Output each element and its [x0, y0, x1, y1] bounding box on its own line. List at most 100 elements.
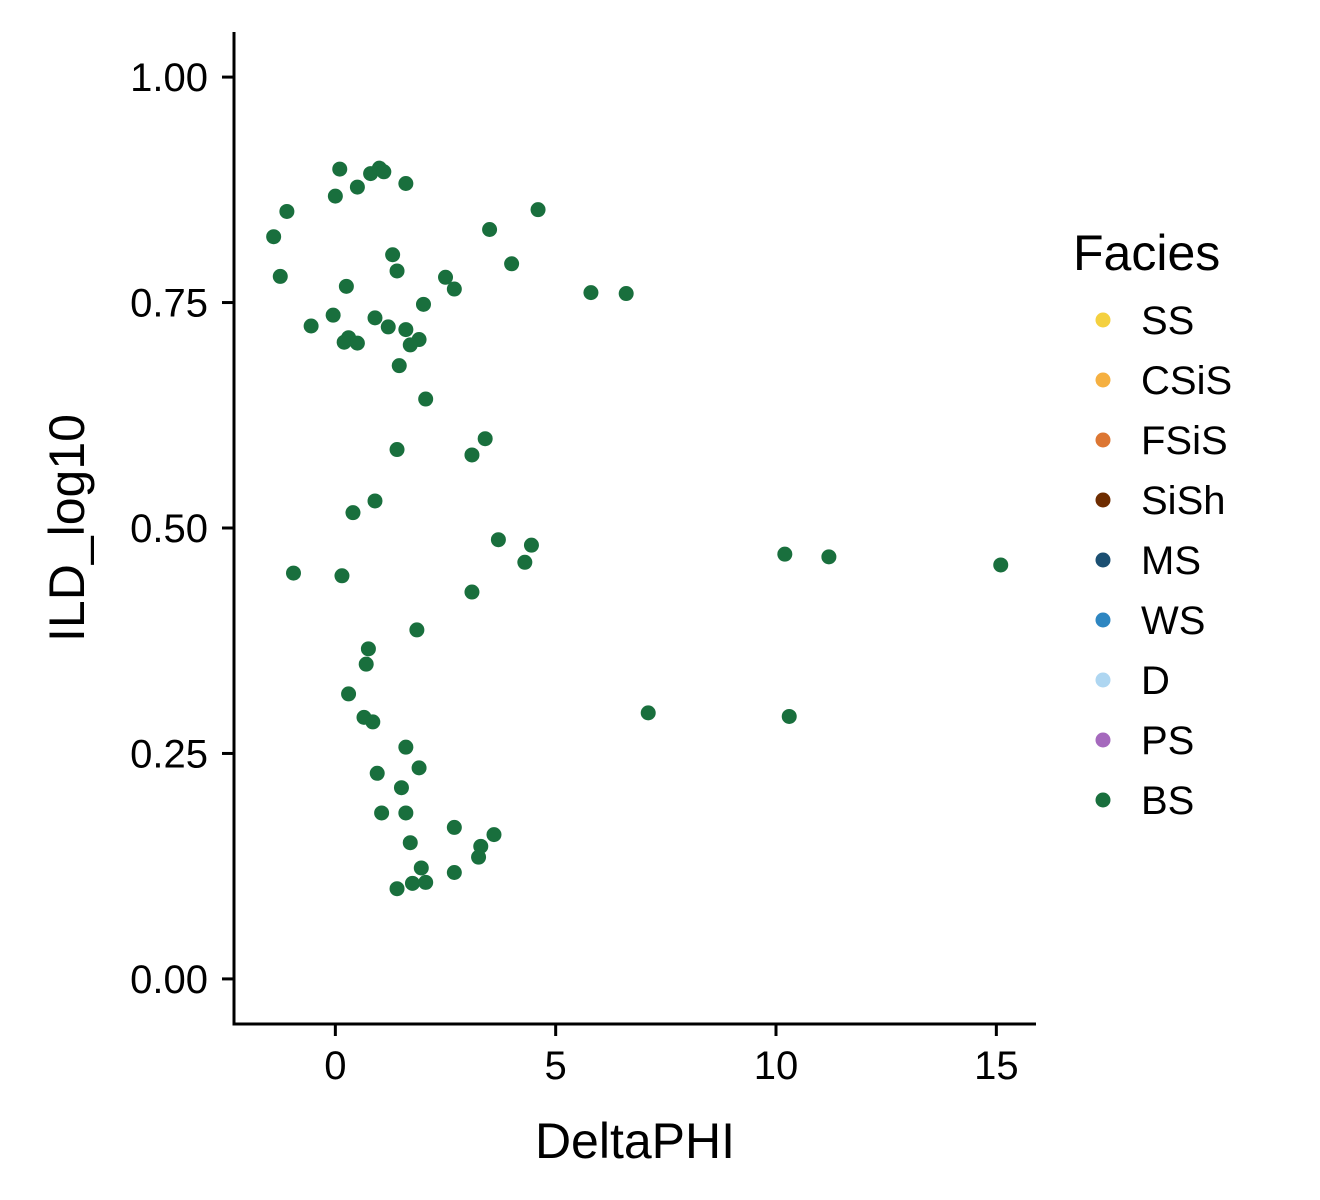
data-point	[389, 881, 405, 897]
data-point	[583, 285, 599, 301]
y-axis-title: ILD_log10	[39, 414, 95, 642]
legend-item: SS	[1095, 299, 1194, 343]
data-point	[389, 442, 405, 458]
data-point	[404, 875, 420, 891]
data-point	[279, 203, 295, 219]
data-point	[398, 805, 414, 821]
data-point	[272, 268, 288, 284]
data-point	[504, 256, 520, 272]
data-point	[374, 805, 390, 821]
data-point	[367, 310, 383, 326]
legend-key	[1095, 432, 1111, 448]
data-point	[336, 334, 352, 350]
legend-label: BS	[1141, 779, 1194, 823]
data-point	[325, 307, 341, 323]
data-point	[327, 188, 343, 204]
data-point	[303, 318, 319, 334]
data-point	[482, 221, 498, 237]
y-tick-label: 0.00	[130, 958, 208, 1002]
data-point	[402, 835, 418, 851]
data-point	[285, 565, 301, 581]
x-axis-ticks: 0 5 10 15	[324, 1024, 1019, 1088]
legend-label: MS	[1141, 539, 1201, 583]
data-point	[389, 263, 405, 279]
legend-label: SiSh	[1141, 479, 1226, 523]
legend-key	[1095, 552, 1111, 568]
data-point	[640, 705, 656, 721]
data-point	[402, 337, 418, 353]
data-point	[398, 176, 414, 192]
legend-label: PS	[1141, 719, 1194, 763]
legend-label: WS	[1141, 599, 1205, 643]
legend: Facies SS CSiS FSiS SiSh MS WS D PS BS	[1073, 225, 1232, 823]
data-point	[618, 286, 634, 302]
data-point	[398, 739, 414, 755]
data-point	[332, 161, 348, 177]
data-point	[369, 765, 385, 781]
legend-item: D	[1095, 659, 1170, 703]
data-point	[517, 554, 533, 570]
data-point	[398, 322, 414, 338]
y-tick-label: 0.75	[130, 282, 208, 326]
data-point	[777, 546, 793, 562]
legend-item: CSiS	[1095, 359, 1232, 403]
data-point	[338, 278, 354, 294]
legend-item: FSiS	[1095, 419, 1228, 463]
data-point	[345, 505, 361, 521]
data-point	[821, 549, 837, 565]
legend-title: Facies	[1073, 225, 1220, 281]
data-point	[385, 247, 401, 263]
legend-label: SS	[1141, 299, 1194, 343]
data-point	[477, 431, 493, 447]
data-point	[471, 849, 487, 865]
legend-item: MS	[1095, 539, 1201, 583]
legend-key	[1095, 372, 1111, 388]
data-point	[464, 447, 480, 463]
legend-label: CSiS	[1141, 359, 1232, 403]
plot-area	[266, 160, 1009, 897]
legend-label: D	[1141, 659, 1170, 703]
x-tick-label: 5	[545, 1044, 567, 1088]
data-point	[446, 864, 462, 880]
legend-key	[1095, 612, 1111, 628]
data-point	[365, 714, 381, 730]
data-point	[349, 179, 365, 195]
data-point	[360, 641, 376, 657]
y-tick-label: 0.25	[130, 732, 208, 776]
data-point	[438, 269, 454, 285]
data-point	[409, 622, 425, 638]
y-tick-label: 1.00	[130, 56, 208, 100]
data-point	[446, 819, 462, 835]
data-point	[393, 780, 409, 796]
x-tick-label: 15	[974, 1044, 1019, 1088]
data-point	[523, 537, 539, 553]
legend-item: SiSh	[1095, 479, 1226, 523]
legend-key	[1095, 672, 1111, 688]
data-point	[464, 584, 480, 600]
data-point	[391, 358, 407, 374]
y-tick-label: 0.50	[130, 507, 208, 551]
data-point	[349, 335, 365, 351]
data-point	[993, 557, 1009, 573]
x-tick-label: 10	[754, 1044, 799, 1088]
data-point	[418, 391, 434, 407]
data-point	[341, 686, 357, 702]
legend-label: FSiS	[1141, 419, 1228, 463]
data-point	[530, 202, 546, 218]
data-point	[334, 568, 350, 584]
data-point	[413, 860, 429, 876]
data-point	[415, 296, 431, 312]
x-tick-label: 0	[324, 1044, 346, 1088]
legend-key	[1095, 792, 1111, 808]
data-point	[486, 827, 502, 843]
data-point	[781, 708, 797, 724]
data-point	[266, 229, 282, 245]
legend-key	[1095, 312, 1111, 328]
data-point	[446, 281, 462, 297]
legend-item: WS	[1095, 599, 1205, 643]
data-point	[380, 319, 396, 335]
data-point	[376, 164, 392, 180]
y-axis-ticks: 0.00 0.25 0.50 0.75 1.00	[130, 56, 234, 1002]
legend-key	[1095, 732, 1111, 748]
